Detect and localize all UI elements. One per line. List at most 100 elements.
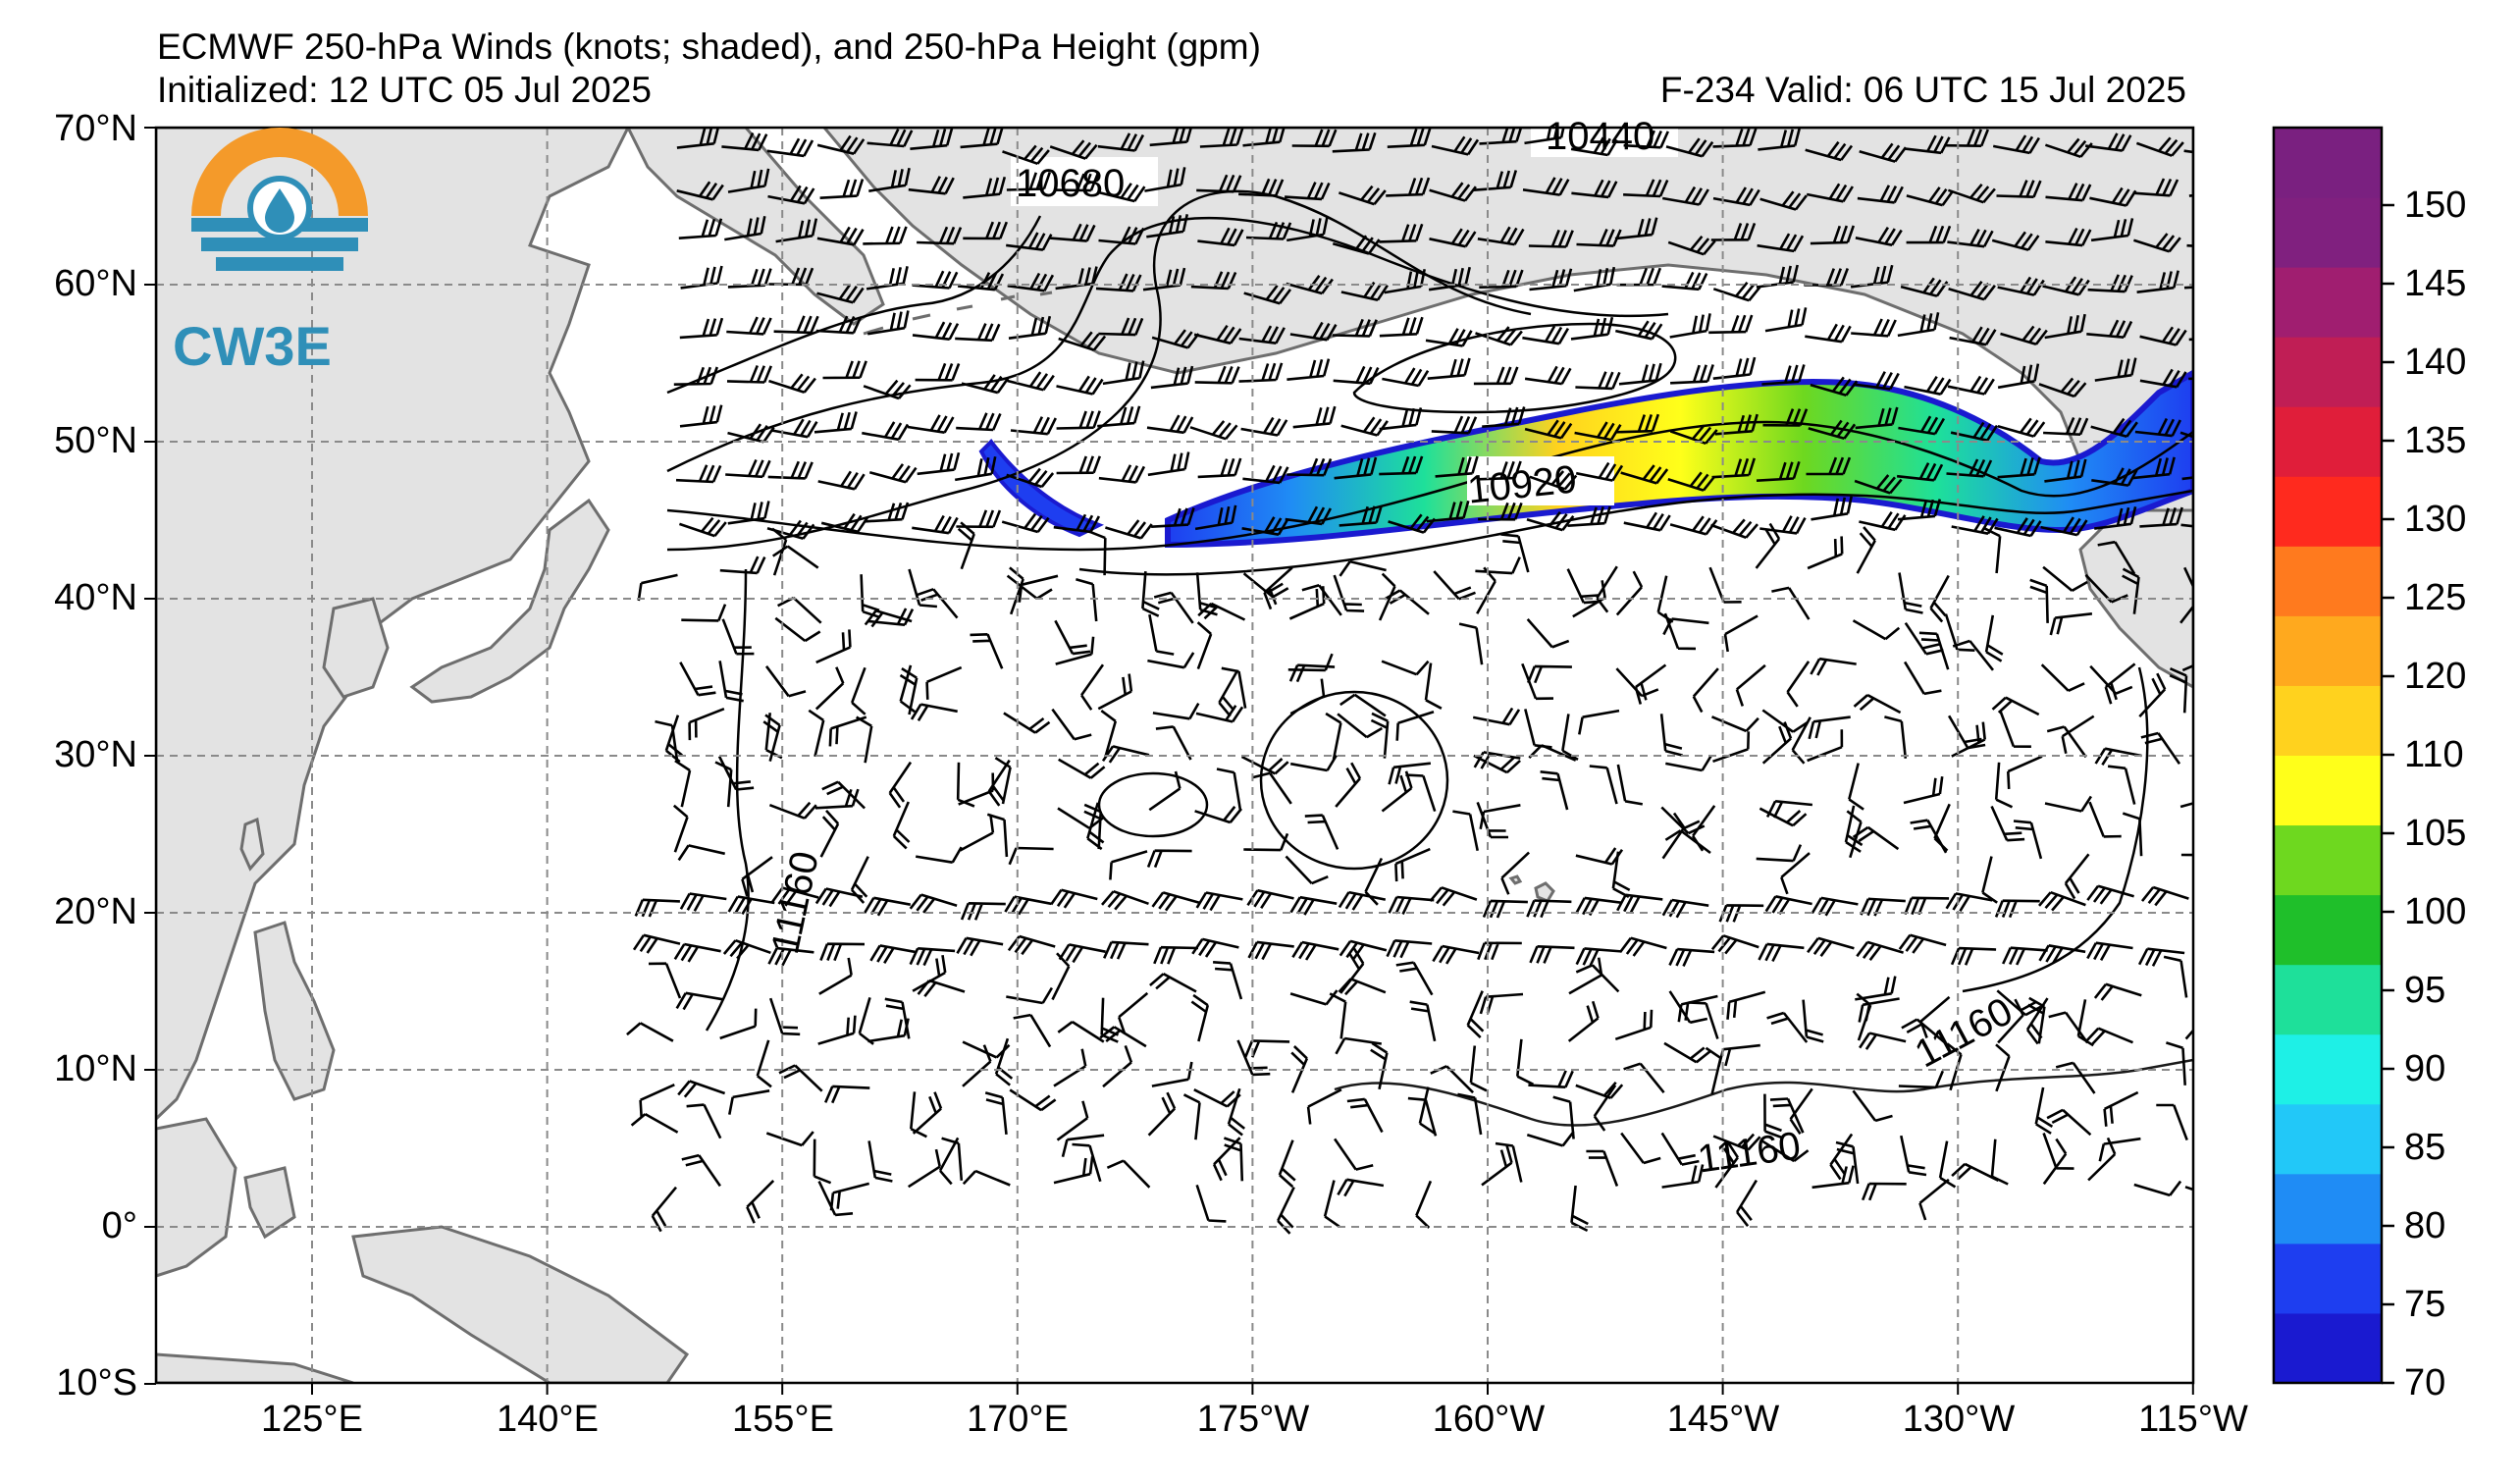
wind-barb — [1900, 277, 1949, 297]
wind-barb — [1669, 424, 1718, 446]
cw3e-logo: CW3E — [173, 128, 368, 377]
wind-barbs — [626, 128, 2193, 1235]
wind-barb — [1526, 1131, 1575, 1147]
wind-barb — [1575, 461, 1624, 482]
wind-barb — [1479, 269, 1524, 289]
initialized-time: Initialized: 12 UTC 05 Jul 2025 — [157, 70, 652, 110]
wind-barb — [1529, 268, 1573, 291]
wind-barb — [1142, 267, 1186, 291]
wind-barb — [1098, 226, 1145, 245]
wind-barb — [1056, 455, 1102, 475]
wind-barb — [1901, 1018, 1947, 1044]
wind-barb — [725, 458, 771, 479]
wind-barb — [674, 760, 692, 808]
wind-barb — [1806, 456, 1852, 476]
wind-barb — [1758, 128, 1801, 151]
wind-barb — [1061, 1134, 1105, 1158]
wind-barb — [917, 979, 966, 998]
wind-barb — [768, 801, 817, 820]
wind-barb — [2169, 667, 2188, 714]
wind-barb — [767, 185, 815, 205]
wind-barb — [1109, 850, 1148, 880]
wind-barb — [1669, 313, 1711, 339]
wind-barb — [2097, 540, 2136, 575]
valid-time: F-234 Valid: 06 UTC 15 Jul 2025 — [1659, 70, 2186, 110]
wind-barb — [907, 414, 955, 434]
wind-barb — [1619, 936, 1667, 957]
wind-barb — [1573, 266, 1616, 292]
wind-barb — [994, 757, 1012, 805]
wind-barb — [1984, 614, 2004, 662]
wind-barb — [1053, 173, 1099, 192]
wind-barb — [721, 132, 768, 152]
wind-barb — [1623, 511, 1671, 532]
wind-barb — [1710, 518, 1759, 540]
wind-barb — [1575, 371, 1621, 391]
wind-barb — [2184, 1186, 2193, 1192]
wind-barb — [1769, 1097, 1805, 1134]
wind-barb — [1190, 271, 1237, 291]
wind-barb — [1994, 762, 2014, 809]
wind-barb — [766, 519, 815, 541]
colorbar-segment — [2274, 1312, 2382, 1384]
wind-barb — [1477, 460, 1522, 481]
wind-barb — [1147, 1091, 1177, 1137]
wind-barb — [1053, 513, 1101, 534]
wind-barb — [1805, 140, 1854, 162]
wind-barb — [630, 1112, 679, 1134]
latitude-labels: 70°N 60°N 50°N 40°N 30°N 20°N 10°N 0° 10… — [54, 108, 137, 1404]
wind-barb — [1387, 128, 1432, 148]
wind-barb — [1337, 713, 1383, 739]
colorbar-segment — [2274, 197, 2382, 268]
wind-barb — [909, 893, 958, 914]
wind-barb — [2133, 1180, 2182, 1197]
wind-barb — [2086, 319, 2133, 339]
wind-barb — [673, 366, 719, 386]
wind-barb — [1623, 130, 1669, 149]
australia-landmass — [156, 1352, 354, 1383]
wind-barb — [910, 128, 954, 150]
wind-barb — [1056, 410, 1101, 430]
wind-barb — [2140, 885, 2189, 907]
wind-barb — [756, 1039, 772, 1088]
wind-barb — [1151, 507, 1195, 528]
wind-barb — [869, 944, 918, 964]
wind-barb — [2179, 578, 2193, 624]
wind-barb — [1055, 266, 1098, 291]
wind-barb — [1101, 889, 1149, 911]
wind-barb — [1006, 467, 1055, 489]
wind-barb — [1191, 937, 1239, 958]
wind-barb — [1944, 613, 1975, 652]
lon-label: 125°E — [261, 1399, 363, 1440]
wind-barb — [1623, 179, 1669, 198]
wind-barb — [818, 957, 853, 995]
wind-barb — [1243, 285, 1292, 305]
wind-barb — [986, 813, 1009, 858]
wind-barb — [2188, 377, 2193, 381]
wind-barb — [2188, 338, 2193, 342]
wind-barb — [1567, 1000, 1600, 1042]
wind-barb — [1524, 128, 1565, 145]
wind-barb — [1771, 586, 1811, 620]
wind-barb — [1764, 307, 1808, 333]
wind-barb — [1661, 271, 1708, 291]
wind-barb — [1429, 228, 1477, 248]
japan-landmass — [409, 498, 610, 704]
wind-barb — [1620, 464, 1669, 485]
wind-barb — [675, 991, 723, 1011]
wind-barb — [1529, 470, 1578, 491]
lon-label: 175°W — [1197, 1399, 1310, 1440]
wind-barb — [1726, 990, 1766, 1020]
wind-barb — [867, 1140, 893, 1183]
wind-barb — [1013, 1013, 1052, 1048]
wind-barb — [959, 815, 995, 852]
logo-arc — [191, 128, 368, 216]
wind-barb — [1714, 1141, 1739, 1189]
wind-barb — [1663, 612, 1697, 651]
wind-barb — [1529, 945, 1575, 964]
wind-barb — [1335, 762, 1362, 808]
wind-barb — [1763, 1093, 1782, 1139]
wind-barb — [1242, 128, 1286, 147]
wind-barb — [1522, 177, 1570, 196]
